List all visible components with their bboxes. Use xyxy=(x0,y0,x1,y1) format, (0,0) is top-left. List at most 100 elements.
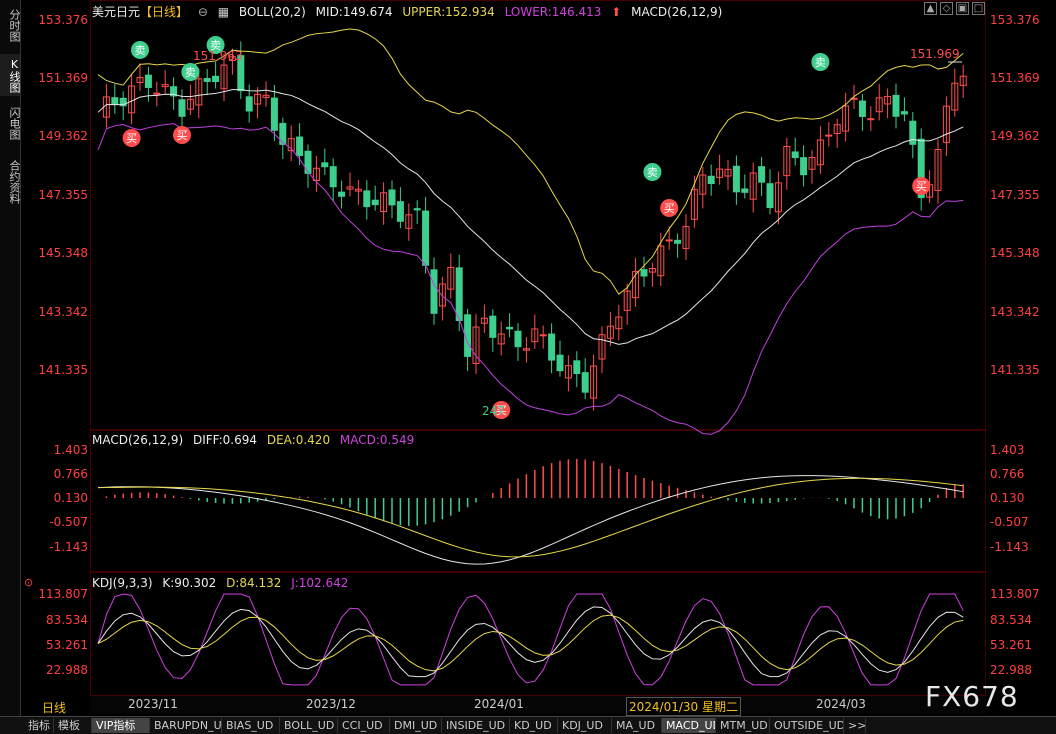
rail-item-contract-info[interactable]: 合约资料 xyxy=(8,160,21,204)
tab---0[interactable]: 指标 xyxy=(24,718,54,733)
macd-tick-left: 0.130 xyxy=(53,491,88,505)
signal-label: MACD(26,12,9) xyxy=(631,5,723,19)
sell-signal-icon[interactable]: 卖 xyxy=(131,40,149,59)
candle-body xyxy=(556,354,564,372)
buy-signal-icon[interactable]: 买 xyxy=(492,401,511,419)
tab-kdj-ud[interactable]: KDJ_UD xyxy=(558,718,612,733)
candle-body xyxy=(354,188,362,192)
candle-body xyxy=(203,77,211,82)
candle-body xyxy=(119,97,127,107)
candle-body xyxy=(867,118,875,121)
macd-diff: DIFF:0.694 xyxy=(192,433,258,447)
tab-bias-ud[interactable]: BIAS_UD xyxy=(222,718,280,733)
buy-signal-icon[interactable]: 买 xyxy=(912,177,931,195)
candle-body xyxy=(245,96,253,112)
candle-body xyxy=(287,138,295,152)
indicator-icon[interactable]: ▦ xyxy=(217,5,230,19)
tab--[interactable]: >> xyxy=(844,718,866,733)
candle-body xyxy=(312,167,320,182)
early-high-label: 151.963 xyxy=(193,49,243,63)
candle-body xyxy=(144,74,152,88)
signal-badge xyxy=(173,126,191,144)
candle-body xyxy=(690,189,698,220)
maximize-icon[interactable]: ▣ xyxy=(956,2,969,15)
candle-body xyxy=(758,166,766,183)
boll-upper: UPPER:152.934 xyxy=(402,5,495,19)
kdj-panel-header: KDJ(9,3,3) K:90.302 D:84.132 J:102.642 xyxy=(92,576,354,590)
rail-item-flash[interactable]: 闪电图 xyxy=(8,106,21,140)
candle-body xyxy=(665,239,673,242)
price-tick-left: 147.355 xyxy=(38,188,88,202)
boll-lower: LOWER:146.413 xyxy=(504,5,602,19)
tab-inside-ud[interactable]: INSIDE_UD xyxy=(442,718,510,733)
tab-boll-ud[interactable]: BOLL_UD xyxy=(280,718,338,733)
candle-body xyxy=(220,64,228,90)
rail-item-intraday[interactable]: 分时图 xyxy=(8,8,21,42)
tab-dmi-ud[interactable]: DMI_UD xyxy=(390,718,442,733)
candle-body xyxy=(380,192,388,213)
buy-signal-icon[interactable]: 买 xyxy=(122,129,141,147)
sell-signal-icon[interactable]: 卖 xyxy=(181,63,200,81)
macd-tick-right: 1.403 xyxy=(990,443,1025,457)
restore-icon[interactable]: □ xyxy=(972,2,985,15)
candle-body xyxy=(825,134,833,137)
tab-outside-ud[interactable]: OUTSIDE_UD xyxy=(770,718,844,733)
macd-tick-left: -1.143 xyxy=(49,540,88,554)
tab-barupdn-ud[interactable]: BARUPDN_UD xyxy=(150,718,222,733)
candle-body xyxy=(111,97,119,105)
sell-signal-icon[interactable]: 卖 xyxy=(206,36,225,54)
period-badge[interactable]: 日线 xyxy=(41,701,66,715)
kdj-k: K:90.302 xyxy=(162,576,217,590)
candle-body xyxy=(254,93,262,105)
tab-mtm-ud[interactable]: MTM_UD xyxy=(716,718,770,733)
price-tick-right: 147.355 xyxy=(990,188,1040,202)
brand-watermark: FX678 xyxy=(925,680,1019,713)
price-tick-right: 145.348 xyxy=(990,246,1040,260)
rail-item-kline[interactable]: K线图 xyxy=(0,54,21,96)
kdj-tick-left: 113.807 xyxy=(38,587,88,601)
tab-cci-ud[interactable]: CCI_UD xyxy=(338,718,390,733)
price-tick-left: 151.369 xyxy=(38,71,88,85)
kdj-tick-right: 83.534 xyxy=(990,613,1032,627)
candle-body xyxy=(951,82,959,111)
candle-body xyxy=(548,333,556,361)
candle-body xyxy=(371,199,379,206)
sell-signal-icon[interactable]: 卖 xyxy=(643,163,662,181)
price-tick-right: 149.362 xyxy=(990,129,1040,143)
candle-body xyxy=(892,94,900,117)
buy-signal-icon[interactable]: 买 xyxy=(660,199,679,217)
buy-signal-icon[interactable]: 买 xyxy=(173,126,191,144)
candle-body xyxy=(682,226,690,249)
macd-tick-left: -0.507 xyxy=(49,515,88,529)
candle-body xyxy=(405,214,413,229)
candle-body xyxy=(413,208,421,211)
signal-badge xyxy=(181,63,200,81)
candle-body xyxy=(766,183,774,209)
candle-body xyxy=(514,330,522,348)
macd-tick-right: -0.507 xyxy=(990,515,1029,529)
sell-signal-icon[interactable]: 卖 xyxy=(811,53,830,71)
candle-body xyxy=(749,172,757,200)
buy-sell-signal-icon: ⬆ xyxy=(611,5,622,19)
date-crosshair-label: 2024/01/30 星期二 xyxy=(626,697,741,716)
candle-body xyxy=(564,365,572,379)
candle-body xyxy=(800,157,808,176)
macd-tick-right: 0.766 xyxy=(990,467,1025,481)
tab-ma-ud[interactable]: MA_UD xyxy=(612,718,662,733)
tab---1[interactable]: 模板 xyxy=(54,718,92,733)
candle-body xyxy=(296,136,304,157)
kdj-settings-icon[interactable]: ⊙ xyxy=(24,576,34,589)
move-icon[interactable]: ◇ xyxy=(940,2,953,15)
tab-macd-ud[interactable]: MACD_UD xyxy=(662,718,716,733)
candle-body xyxy=(732,165,740,193)
macd-panel-header: MACD(26,12,9) DIFF:0.694 DEA:0.420 MACD:… xyxy=(92,433,420,447)
boll-label: BOLL(20,2) xyxy=(238,5,306,19)
tab-kd-ud[interactable]: KD_UD xyxy=(510,718,558,733)
signal-text: 买 xyxy=(177,129,188,142)
signal-text: 卖 xyxy=(647,166,658,179)
candle-body xyxy=(522,348,530,351)
settings-icon[interactable]: ⊖ xyxy=(197,5,208,19)
tab-vip--2[interactable]: VIP指标 xyxy=(92,718,150,733)
collapse-icon[interactable]: ▲ xyxy=(924,2,937,15)
